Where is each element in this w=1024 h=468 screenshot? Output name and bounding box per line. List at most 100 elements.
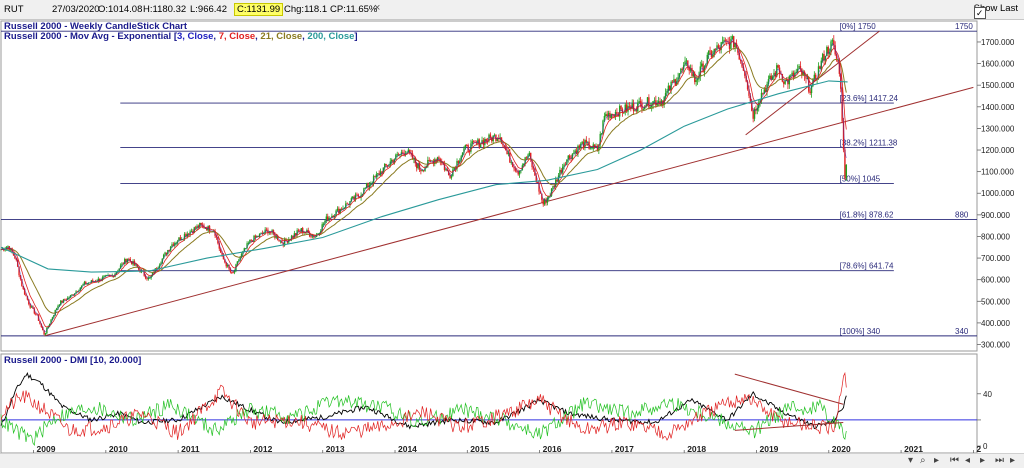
candle-body xyxy=(842,121,845,150)
candle-body xyxy=(696,79,699,81)
checkbox-icon[interactable]: ✓ xyxy=(973,7,986,19)
candle-body xyxy=(124,259,126,265)
candle-body xyxy=(600,133,603,135)
candle-body xyxy=(370,183,372,186)
candle-body xyxy=(809,91,811,94)
dmi-axis-label: 0 xyxy=(983,442,988,451)
candle-body xyxy=(564,164,567,166)
candle-body xyxy=(231,271,233,273)
x-axis-label: 2018 xyxy=(687,444,706,453)
candle-body xyxy=(233,270,236,273)
candle-body xyxy=(125,259,127,263)
candle-body xyxy=(454,167,457,169)
candle-body xyxy=(625,104,628,112)
candle-body xyxy=(239,257,241,261)
candle-body xyxy=(689,68,692,71)
candle-body xyxy=(36,314,38,316)
candle-body xyxy=(272,230,275,234)
candle-body xyxy=(678,73,681,78)
candle-body xyxy=(12,252,15,256)
price-axis-label: 300.000 xyxy=(981,341,1010,350)
candle-body xyxy=(478,139,480,148)
candle-body xyxy=(168,250,170,251)
x-axis-label: 2016 xyxy=(543,444,562,453)
left-icon[interactable]: ◂ xyxy=(965,455,971,466)
candle-body xyxy=(322,223,325,225)
candle-body xyxy=(702,63,704,73)
candle-body xyxy=(684,61,686,66)
dmi-panel-frame xyxy=(0,353,978,453)
dmi-channel-line xyxy=(734,422,844,431)
candle-body xyxy=(35,313,37,315)
end-icon[interactable]: ▸ xyxy=(1010,455,1016,466)
candle-body xyxy=(353,196,355,200)
candle-body xyxy=(128,258,130,260)
open-value: O:1014.08 xyxy=(98,4,143,15)
candle-body xyxy=(175,242,177,244)
first-icon[interactable]: ⏮ xyxy=(950,455,959,466)
candle-body xyxy=(568,155,571,158)
candle-body xyxy=(681,68,683,70)
candle-body xyxy=(606,114,608,117)
candle-body xyxy=(539,191,542,194)
candle-body xyxy=(121,263,123,266)
price-axis-label: 1300.000 xyxy=(981,124,1015,133)
candle-body xyxy=(732,36,735,48)
candle-body xyxy=(378,173,380,176)
candle-body xyxy=(135,264,137,266)
candle-body xyxy=(667,85,670,91)
right-icon[interactable]: ▸ xyxy=(980,455,986,466)
show-last-toggle[interactable]: ✓ Show Last xyxy=(973,3,1018,19)
candle-body xyxy=(742,66,745,71)
candle-body xyxy=(745,75,747,82)
candle-body xyxy=(504,146,507,151)
candle-body xyxy=(71,294,73,296)
candle-body xyxy=(226,264,229,267)
candle-body xyxy=(598,144,600,151)
price-layer: [0%] 1750 [23.6%] 1417.24 [38.2%] 1211.38 [… xyxy=(0,22,1015,350)
candle-body xyxy=(146,278,148,280)
candle-body xyxy=(791,72,793,76)
candle-body xyxy=(835,54,838,59)
candle-body xyxy=(471,141,474,144)
candle-body xyxy=(673,79,675,82)
candle-body xyxy=(731,36,734,40)
prev-icon[interactable]: ▾ xyxy=(908,455,914,466)
candle-body xyxy=(739,59,742,62)
trend-line xyxy=(44,86,974,337)
candle-body xyxy=(671,81,674,83)
candle-body xyxy=(701,63,703,67)
candle-body xyxy=(762,92,764,94)
candle-body xyxy=(553,186,556,187)
candle-body xyxy=(43,330,45,335)
candle-body xyxy=(688,66,690,71)
candle-body xyxy=(714,48,717,50)
candle-body xyxy=(627,106,629,112)
candle-body xyxy=(21,279,23,286)
x-icon[interactable]: × xyxy=(374,2,381,14)
candle-body xyxy=(178,237,180,242)
search-icon[interactable]: ⌕ xyxy=(920,455,926,466)
candle-body xyxy=(317,233,319,235)
candle-body xyxy=(310,236,312,238)
candle-body xyxy=(395,154,397,160)
candle-body xyxy=(584,140,586,148)
candle-body xyxy=(15,258,17,261)
fib-label: [78.6%] 641.74 xyxy=(840,262,894,271)
candle-body xyxy=(538,182,540,192)
next-icon[interactable]: ▸ xyxy=(934,455,940,466)
last-icon[interactable]: ⏭ xyxy=(995,455,1004,466)
change-value: Chg:118.1 xyxy=(284,4,328,15)
candle-body xyxy=(543,199,546,205)
candle-body xyxy=(279,240,282,242)
scrollbar[interactable]: ▾ ⌕ ▸ ⏮ ◂ ▸ ⏭ ▸ xyxy=(0,453,1024,468)
candle-body xyxy=(724,39,727,41)
candle-body xyxy=(25,294,27,297)
candle-body xyxy=(435,159,437,162)
candle-body xyxy=(55,308,58,311)
candle-body xyxy=(357,194,360,197)
x-axis-label: 2021 xyxy=(904,444,923,453)
dmi-adx-line xyxy=(0,372,847,430)
candle-body xyxy=(197,225,200,228)
candle-body xyxy=(616,111,618,115)
